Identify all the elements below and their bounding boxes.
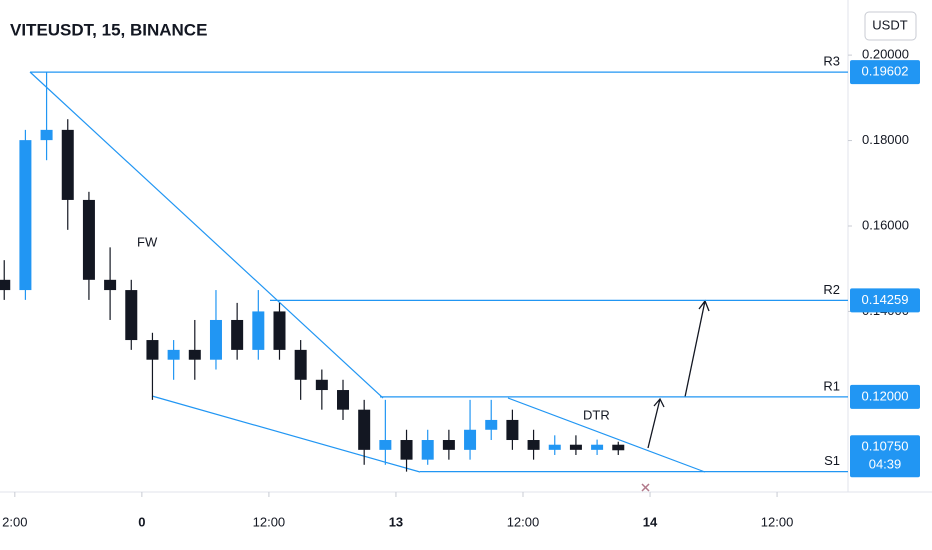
candle-body <box>400 440 413 460</box>
arrows <box>647 299 710 449</box>
candle-body <box>442 440 455 450</box>
candle-body <box>40 129 53 141</box>
price-label: 0.12000 <box>862 388 909 403</box>
candle-body <box>591 444 604 450</box>
candle-body <box>104 279 117 291</box>
annotation: FW <box>137 234 158 249</box>
candle-body <box>485 419 498 430</box>
last-price-box <box>850 435 920 478</box>
level-name: S1 <box>824 453 840 468</box>
arrow <box>684 299 710 398</box>
currency-label: USDT <box>872 17 907 32</box>
candle-body <box>294 349 307 380</box>
x-tick-label: 12:00 <box>507 514 540 529</box>
candle-body <box>19 140 32 291</box>
candle-body <box>506 419 519 441</box>
candle-body <box>421 440 434 460</box>
candle-body <box>252 311 265 350</box>
x-tick-label: 2:00 <box>2 514 27 529</box>
y-tick-label: 0.18000 <box>862 132 909 147</box>
candle-body <box>612 444 625 451</box>
level-name: R1 <box>823 378 840 393</box>
annotation: DTR <box>583 407 610 422</box>
x-tick-label: 13 <box>389 514 403 529</box>
x-tick-label: 0 <box>138 514 145 529</box>
candle-body <box>82 199 95 280</box>
candle-body <box>569 444 582 450</box>
candle-body <box>167 349 180 360</box>
candle-body <box>548 444 561 450</box>
last-price-label: 0.10750 <box>862 439 909 454</box>
candle-body <box>146 340 159 360</box>
price-box <box>850 288 920 313</box>
x-tick-label: 14 <box>643 514 658 529</box>
price-box <box>850 384 920 409</box>
candle-body <box>209 319 222 360</box>
candle-body <box>231 319 244 350</box>
candle-body <box>527 440 540 450</box>
candle-body <box>0 279 11 291</box>
price-box <box>850 60 920 85</box>
countdown: 04:39 <box>869 457 902 472</box>
close-marker <box>641 483 650 492</box>
trend-line <box>151 395 421 473</box>
candle-body <box>188 349 201 360</box>
arrow <box>647 397 665 449</box>
x-tick-label: 12:00 <box>761 514 794 529</box>
trend-line <box>507 397 706 473</box>
x-tick-label: 12:00 <box>253 514 286 529</box>
y-tick-label: 0.20000 <box>862 47 909 62</box>
candle-body <box>61 129 74 200</box>
candle-body <box>273 311 286 350</box>
currency-button[interactable] <box>864 11 917 41</box>
price-label: 0.14259 <box>862 292 909 307</box>
candle-body <box>464 429 477 450</box>
price-label: 0.19602 <box>862 64 909 79</box>
candle-body <box>315 379 328 391</box>
candle-body <box>379 440 392 450</box>
trend-lines <box>29 71 706 473</box>
y-tick-label: 0.16000 <box>862 217 909 232</box>
level-name: R2 <box>823 282 840 297</box>
candle-body <box>337 390 350 410</box>
trend-line <box>29 71 384 399</box>
candle-body <box>358 409 371 450</box>
candle-body <box>125 290 138 341</box>
level-name: R3 <box>823 54 840 69</box>
chart-title: VITEUSDT, 15, BINANCE <box>10 20 207 39</box>
